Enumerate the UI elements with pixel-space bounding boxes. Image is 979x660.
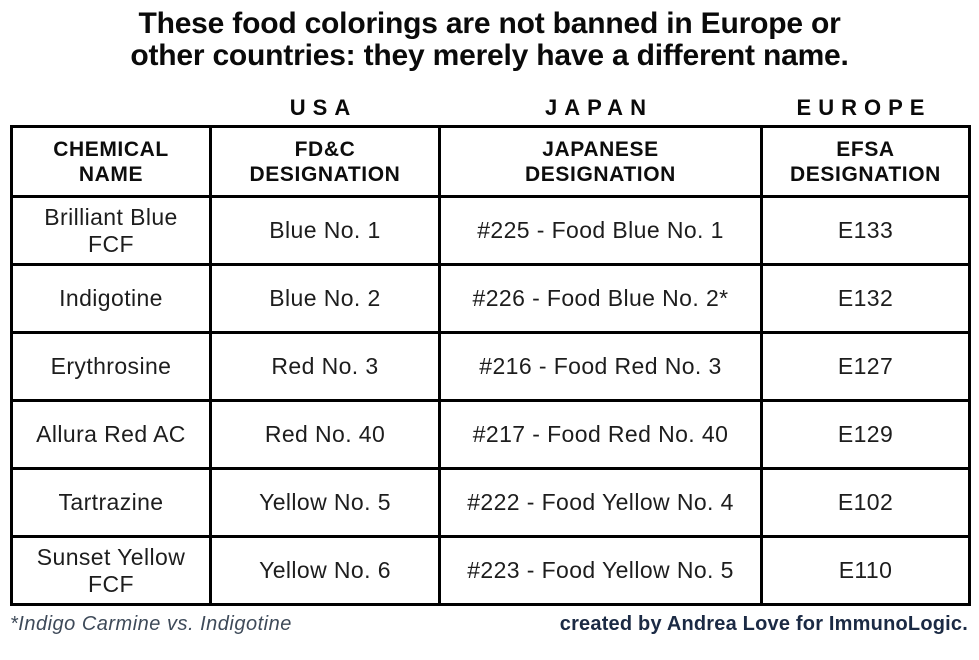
cell-japanese-designation: #226 - Food Blue No. 2* — [438, 263, 763, 334]
table-row: Allura Red AC Red No. 40 #217 - Food Red… — [10, 399, 971, 470]
chemical-name-text: Indigotine — [59, 285, 163, 311]
footer: *Indigo Carmine vs. Indigotine created b… — [10, 613, 968, 636]
cell-japanese-designation: #225 - Food Blue No. 1 — [438, 195, 763, 266]
cell-japanese-designation: #222 - Food Yellow No. 4 — [438, 467, 763, 538]
cell-chemical-name: Allura Red AC — [10, 399, 212, 470]
cell-efsa-designation: E133 — [760, 195, 971, 266]
food-coloring-infographic: These food colorings are not banned in E… — [0, 8, 979, 660]
col-header-line-2: NAME — [78, 162, 144, 186]
cell-efsa-designation: E110 — [760, 535, 971, 606]
col-header-line-2: DESIGNATION — [525, 162, 676, 186]
page-title-line-2: other countries: they merely have a diff… — [130, 39, 849, 72]
col-header-line-1: CHEMICAL — [53, 137, 169, 161]
cell-fdc-designation: Yellow No. 6 — [209, 535, 441, 606]
credit-text: created by Andrea Love for ImmunoLogic. — [559, 613, 968, 635]
cell-japanese-designation: #217 - Food Red No. 40 — [438, 399, 763, 470]
table-row: Brilliant Blue FCF Blue No. 1 #225 - Foo… — [10, 195, 971, 266]
cell-chemical-name: Indigotine — [10, 263, 212, 334]
chemical-name-text: Allura Red AC — [36, 421, 186, 447]
cell-fdc-designation: Blue No. 2 — [209, 263, 441, 334]
page-title: These food colorings are not banned in E… — [0, 8, 979, 72]
col-header-chemical-name: CHEMICAL NAME — [10, 125, 212, 198]
footnote-text: *Indigo Carmine vs. Indigotine — [10, 613, 292, 635]
col-header-line-1: EFSA — [836, 137, 895, 161]
chemical-name-text: Sunset Yellow FCF — [36, 543, 186, 597]
chemical-name-text: Tartrazine — [58, 489, 164, 515]
cell-efsa-designation: E129 — [760, 399, 971, 470]
col-header-line-1: JAPANESE — [542, 137, 659, 161]
table-row: Tartrazine Yellow No. 5 #222 - Food Yell… — [10, 467, 971, 538]
cell-efsa-designation: E102 — [760, 467, 971, 538]
col-header-efsa-designation: EFSA DESIGNATION — [760, 125, 971, 198]
cell-chemical-name: Brilliant Blue FCF — [10, 195, 212, 266]
cell-efsa-designation: E127 — [760, 331, 971, 402]
cell-fdc-designation: Red No. 40 — [209, 399, 441, 470]
region-labels-row: USA JAPAN EUROPE — [10, 93, 968, 123]
col-header-line-2: DESIGNATION — [249, 162, 401, 186]
col-header-fdc-designation: FD&C DESIGNATION — [209, 125, 441, 198]
cell-chemical-name: Sunset Yellow FCF — [10, 535, 212, 606]
cell-japanese-designation: #223 - Food Yellow No. 5 — [438, 535, 763, 606]
region-label-usa: USA — [289, 95, 358, 120]
food-coloring-table: CHEMICAL NAME FD&C DESIGNATION JAPANESE … — [10, 125, 971, 606]
chemical-name-text: Erythrosine — [50, 353, 172, 379]
table-header-row: CHEMICAL NAME FD&C DESIGNATION JAPANESE … — [10, 125, 971, 198]
cell-chemical-name: Erythrosine — [10, 331, 212, 402]
page-title-line-1: These food colorings are not banned in E… — [138, 7, 841, 40]
col-header-line-2: DESIGNATION — [790, 162, 941, 186]
cell-fdc-designation: Red No. 3 — [209, 331, 441, 402]
region-label-spacer — [10, 93, 209, 123]
table-row: Erythrosine Red No. 3 #216 - Food Red No… — [10, 331, 971, 402]
region-label-europe: EUROPE — [796, 95, 932, 120]
col-header-line-1: FD&C — [294, 137, 356, 161]
region-label-japan: JAPAN — [545, 95, 653, 120]
cell-japanese-designation: #216 - Food Red No. 3 — [438, 331, 763, 402]
cell-fdc-designation: Yellow No. 5 — [209, 467, 441, 538]
table-row: Indigotine Blue No. 2 #226 - Food Blue N… — [10, 263, 971, 334]
cell-efsa-designation: E132 — [760, 263, 971, 334]
cell-chemical-name: Tartrazine — [10, 467, 212, 538]
col-header-japanese-designation: JAPANESE DESIGNATION — [438, 125, 763, 198]
cell-fdc-designation: Blue No. 1 — [209, 195, 441, 266]
table-row: Sunset Yellow FCF Yellow No. 6 #223 - Fo… — [10, 535, 971, 606]
chemical-name-text: Brilliant Blue FCF — [44, 203, 178, 257]
